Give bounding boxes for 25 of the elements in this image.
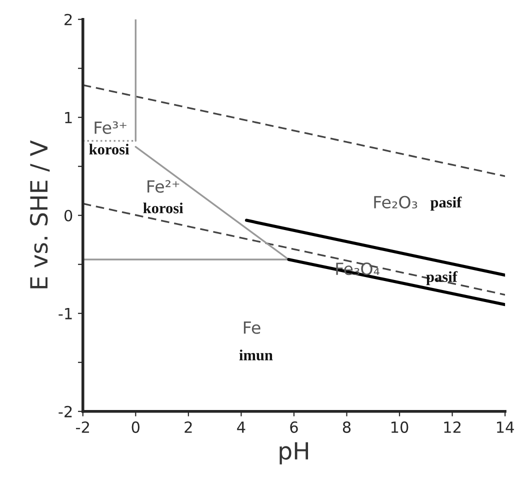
- x-tick-label: 4: [237, 422, 246, 433]
- y-tick-label: -2: [58, 406, 72, 418]
- annotation: imun: [239, 350, 273, 360]
- y-tick-label: 2: [64, 14, 72, 26]
- y-tick-label: 0: [64, 210, 72, 222]
- y-axis-title: E vs. SHE / V: [30, 140, 50, 288]
- x-tick-label: 14: [497, 422, 514, 433]
- x-tick-label: 10: [391, 421, 408, 433]
- x-tick-label: 12: [444, 421, 460, 433]
- y-tick-label: 1: [65, 112, 72, 124]
- x-tick-label: -2: [76, 421, 89, 433]
- x-tick-label: 8: [342, 421, 351, 433]
- annotation: korosi: [89, 144, 130, 155]
- annotation: Fe²⁺: [148, 180, 180, 193]
- x-axis-title: pH: [280, 442, 308, 464]
- annotation: Fe: [244, 322, 260, 334]
- annotation: Fe³⁺: [94, 121, 126, 134]
- annotation: pasif: [430, 196, 462, 211]
- annotation: korosi: [143, 202, 184, 214]
- annotation: pasif: [426, 271, 458, 286]
- x-tick-label: 2: [184, 421, 192, 433]
- x-tick-label: 0: [132, 421, 140, 433]
- annotation: Fe₂O₃: [374, 196, 418, 208]
- x-tick-label: 6: [290, 421, 298, 433]
- y-tick-label: -1: [58, 308, 72, 320]
